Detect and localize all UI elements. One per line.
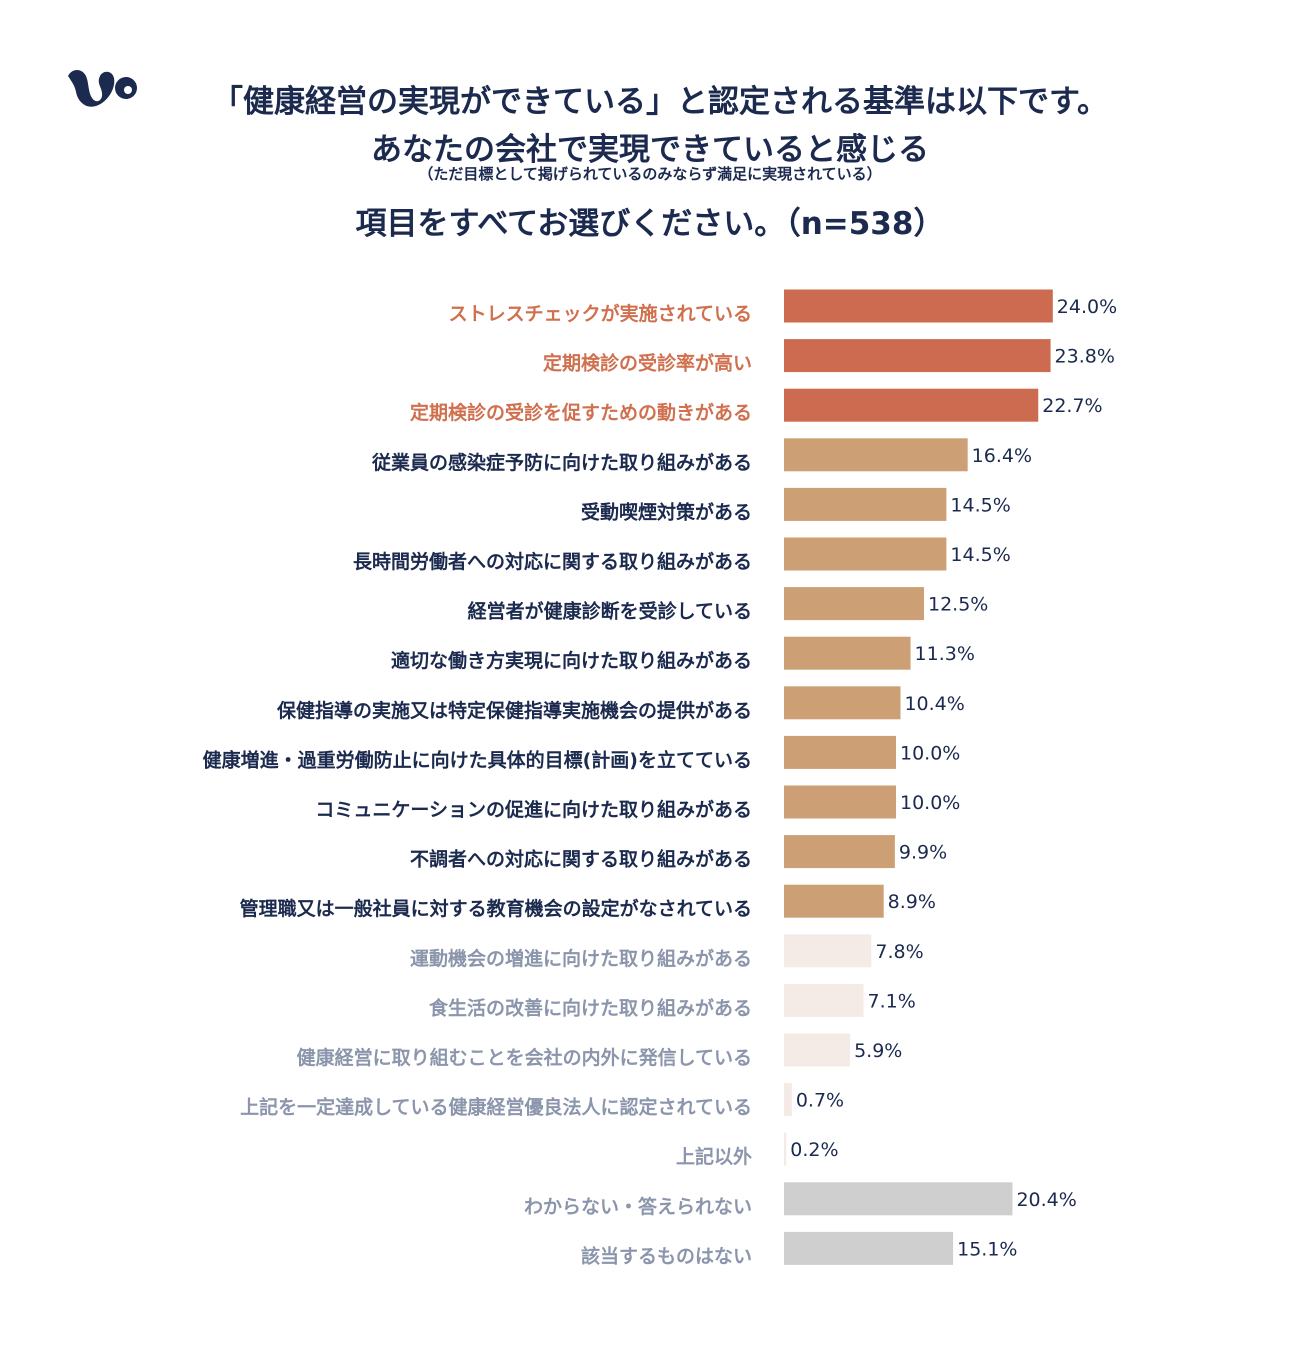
category-label: 従業員の感染症予防に向けた取り組みがある (371, 451, 752, 474)
bar (784, 339, 1051, 373)
bar (784, 438, 968, 472)
value-label: 5.9% (854, 1040, 902, 1062)
chart-title-line2: あなたの会社で実現できていると感じる (371, 132, 929, 168)
bar (784, 1083, 792, 1117)
category-label: 健康増進・過重労働防止に向けた具体的目標(計画)を立てている (203, 748, 752, 771)
value-label: 14.5% (950, 544, 1010, 566)
bar (784, 884, 884, 918)
category-label: 上記を一定達成している健康経営優良法人に認定されている (240, 1096, 752, 1119)
bar (784, 587, 924, 621)
value-label: 16.4% (972, 445, 1032, 467)
category-label: 経営者が健康診断を受診している (468, 600, 752, 623)
bar (784, 487, 947, 521)
bar (784, 1132, 787, 1166)
category-label: 定期検診の受診を促すための動きがある (410, 401, 752, 424)
category-label: 上記以外 (676, 1145, 752, 1168)
category-label: わからない・答えられない (524, 1195, 752, 1218)
bar (784, 289, 1053, 323)
value-label: 8.9% (888, 891, 936, 913)
value-label: 22.7% (1042, 395, 1102, 417)
bar (784, 735, 896, 769)
category-label: 該当するものはない (581, 1244, 752, 1267)
bar (784, 388, 1039, 422)
value-label: 7.1% (868, 990, 916, 1012)
bar (784, 1182, 1013, 1216)
category-label: 定期検診の受診率が高い (543, 352, 752, 375)
category-label: 健康経営に取り組むことを会社の内外に発信している (297, 1046, 752, 1069)
bar (784, 636, 911, 670)
value-label: 23.8% (1055, 346, 1115, 368)
value-label: 15.1% (957, 1238, 1017, 1260)
value-label: 24.0% (1057, 296, 1117, 318)
bar (784, 686, 901, 720)
value-label: 0.7% (796, 1090, 844, 1112)
bar (784, 785, 896, 819)
category-label: 受動喫煙対策がある (581, 500, 752, 523)
chart-title-note: （ただ目標として掲げられているのみならず満足に実現されている） (418, 165, 882, 183)
bar (784, 1231, 954, 1265)
chart-title-line1: 「健康経営の実現ができている」と認定される基準は以下です。 (212, 84, 1108, 120)
bar (784, 537, 947, 571)
category-label: 運動機会の増進に向けた取り組みがある (410, 947, 752, 970)
category-label: ストレスチェックが実施されている (449, 302, 752, 325)
brand-logo-icon (68, 70, 137, 107)
value-label: 10.0% (900, 742, 960, 764)
value-label: 0.2% (790, 1139, 838, 1161)
category-label: 保健指導の実施又は特定保健指導実施機会の提供がある (276, 699, 752, 722)
category-label: 不調者への対応に関する取り組みがある (410, 848, 752, 871)
value-label: 9.9% (899, 842, 947, 864)
category-label: 長時間労働者への対応に関する取り組みがある (353, 550, 752, 573)
value-label: 11.3% (915, 643, 975, 665)
value-label: 10.0% (900, 792, 960, 814)
category-label: 食生活の改善に向けた取り組みがある (429, 996, 752, 1019)
bar (784, 1033, 851, 1067)
category-label: 管理職又は一般社員に対する教育機会の設定がなされている (240, 897, 752, 920)
value-label: 12.5% (928, 594, 988, 616)
chart-title-line3: 項目をすべてお選びください。（n=538） (355, 206, 945, 242)
category-label: 適切な働き方実現に向けた取り組みがある (391, 649, 752, 672)
value-label: 7.8% (875, 941, 923, 963)
bar (784, 934, 872, 968)
bar (784, 983, 864, 1017)
category-label: コミュニケーションの促進に向けた取り組みがある (315, 798, 752, 821)
value-label: 14.5% (950, 494, 1010, 516)
value-label: 10.4% (904, 693, 964, 715)
value-label: 20.4% (1016, 1189, 1076, 1211)
bar (784, 835, 895, 869)
